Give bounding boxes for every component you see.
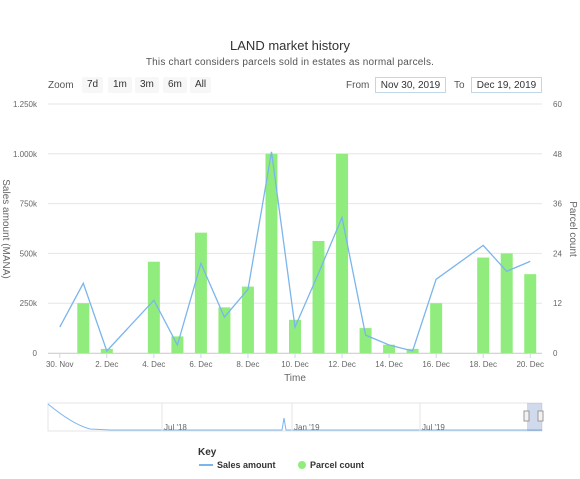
to-label: To — [454, 80, 465, 91]
from-date-input[interactable]: Nov 30, 2019 — [375, 77, 446, 93]
x-tick-label: 30. Nov — [46, 360, 74, 369]
navigator-label: Jul '18 — [164, 423, 187, 432]
y-right-tick-label: 36 — [553, 200, 562, 209]
y-left-tick-label: 750k — [20, 200, 38, 209]
y-right-tick-label: 0 — [553, 349, 558, 358]
y-right-tick-label: 24 — [553, 249, 562, 258]
parcel-count-bar — [265, 153, 278, 353]
parcel-count-bar — [477, 257, 490, 353]
legend-item-parcel-count[interactable]: Parcel count — [298, 460, 364, 470]
zoom-6m-button[interactable]: 6m — [163, 77, 187, 93]
x-tick-label: 4. Dec — [142, 360, 165, 369]
y-left-tick-label: 500k — [20, 249, 38, 258]
x-axis: 30. Nov 2. Dec 4. Dec 6. Dec 8. Dec 10. Dec 12… — [46, 353, 544, 369]
parcel-count-bar — [336, 153, 349, 353]
x-tick-label: 8. Dec — [236, 360, 259, 369]
y-right-tick-label: 60 — [553, 100, 562, 109]
parcel-count-bar — [147, 261, 160, 353]
line-swatch-icon — [199, 464, 213, 466]
sales-amount-line — [59, 151, 531, 353]
grid — [48, 103, 542, 354]
chart-subtitle: This chart considers parcels sold in est… — [145, 57, 435, 68]
y-right-tick-label: 48 — [553, 150, 562, 159]
navigator-label: Jul '19 — [422, 423, 445, 432]
x-tick-label: 2. Dec — [95, 360, 118, 369]
parcel-count-bar — [194, 232, 207, 353]
zoom-7d-button[interactable]: 7d — [82, 77, 104, 93]
x-tick-label: 14. Dec — [375, 360, 403, 369]
y-axis-right: 0 12 24 36 48 60 — [553, 100, 562, 358]
y-left-tick-label: 1.000k — [13, 150, 38, 159]
y-axis-right-title: Parcel count — [567, 201, 578, 257]
x-tick-label: 6. Dec — [189, 360, 212, 369]
x-tick-label: 10. Dec — [281, 360, 309, 369]
y-left-tick-label: 0 — [33, 349, 38, 358]
navigator-right-handle — [537, 410, 544, 422]
zoom-3m-button[interactable]: 3m — [135, 77, 159, 93]
zoom-label: Zoom — [48, 80, 74, 91]
x-tick-label: 12. Dec — [328, 360, 356, 369]
parcel-count-bar — [218, 307, 231, 353]
legend-title: Key — [198, 447, 217, 458]
parcel-count-bar — [241, 286, 254, 353]
x-tick-label: 18. Dec — [469, 360, 497, 369]
y-axis-left: 0 250k 500k 750k 1.000k 1.250k — [13, 100, 38, 358]
navigator[interactable]: Jul '18 Jan '19 Jul '19 — [47, 402, 544, 432]
y-left-tick-label: 1.250k — [13, 100, 38, 109]
navigator-selected-range — [527, 403, 542, 431]
parcel-count-bar — [430, 303, 443, 353]
to-date-input[interactable]: Dec 19, 2019 — [471, 77, 542, 93]
parcel-count-bar — [359, 328, 372, 353]
zoom-1m-button[interactable]: 1m — [108, 77, 132, 93]
navigator-label: Jan '19 — [294, 423, 320, 432]
legend-label: Parcel count — [310, 460, 365, 470]
from-label: From — [346, 80, 370, 91]
sales-amount-series — [59, 151, 531, 353]
y-right-tick-label: 12 — [553, 299, 562, 308]
legend-label: Sales amount — [217, 460, 276, 470]
x-tick-label: 20. Dec — [516, 360, 544, 369]
x-axis-title: Time — [284, 373, 306, 384]
zoom-all-button[interactable]: All — [190, 77, 212, 93]
parcel-count-bar — [289, 319, 301, 353]
legend-item-sales-amount[interactable]: Sales amount — [199, 460, 276, 470]
dot-swatch-icon — [298, 461, 306, 469]
parcel-count-bar — [524, 274, 537, 353]
navigator-left-handle — [523, 410, 530, 422]
navigator-series-line — [47, 403, 542, 431]
y-axis-left-title: Sales amount (MANA) — [0, 179, 11, 278]
y-left-tick-label: 250k — [20, 299, 38, 308]
x-tick-label: 16. Dec — [422, 360, 450, 369]
parcel-count-bar — [383, 344, 396, 353]
parcel-count-series — [77, 153, 537, 353]
parcel-count-bar — [312, 240, 325, 353]
parcel-count-bar — [77, 303, 90, 353]
parcel-count-bar — [500, 253, 513, 353]
chart-title: LAND market history — [230, 38, 350, 53]
